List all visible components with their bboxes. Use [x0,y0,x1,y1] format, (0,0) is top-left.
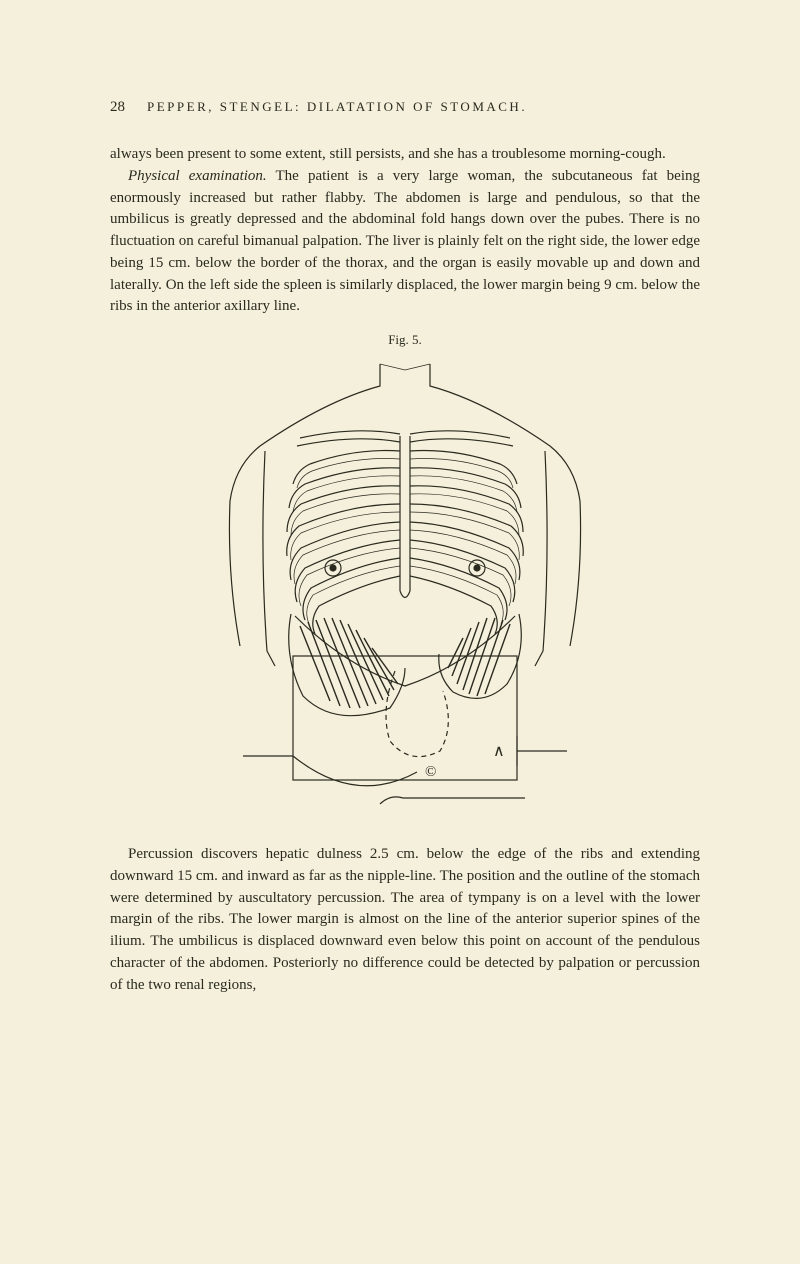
paragraph-2-rest: The patient is a very large woman, the s… [110,168,700,315]
figure-container: © ∧ [110,356,700,826]
body-text-lower: Percussion discovers hepatic dulness 2.5… [110,844,700,996]
paragraph-1: always been present to some extent, stil… [110,144,700,166]
caret-symbol: ∧ [493,743,505,760]
body-text-upper: always been present to some extent, stil… [110,144,700,318]
paragraph-2: Physical examination. The patient is a v… [110,166,700,318]
page-header: 28 PEPPER, STENGEL: DILATATION OF STOMAC… [110,98,700,116]
figure-caption: Fig. 5. [110,332,700,348]
page-number: 28 [110,99,125,115]
paragraph-3: Percussion discovers hepatic dulness 2.5… [110,844,700,996]
running-head: PEPPER, STENGEL: DILATATION OF STOMACH. [147,99,527,114]
physical-exam-label: Physical examination. [128,168,267,184]
navel-symbol: © [425,764,436,780]
anatomical-figure: © ∧ [205,356,605,826]
